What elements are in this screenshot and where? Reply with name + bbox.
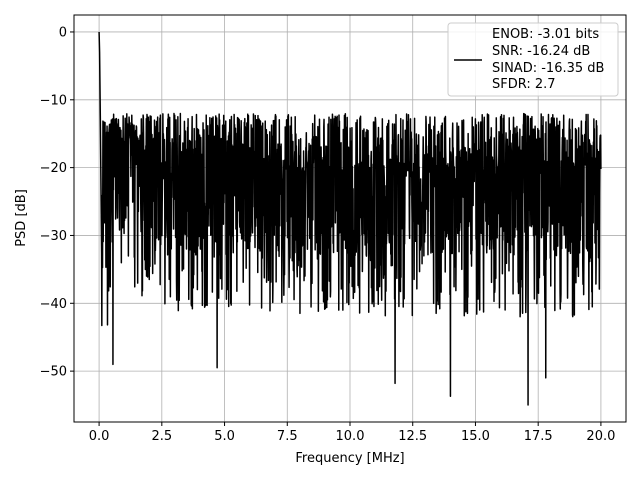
x-axis-title: Frequency [MHz] (295, 451, 404, 466)
y-axis-title: PSD [dB] (14, 189, 29, 247)
x-tick-label: 7.5 (277, 429, 298, 444)
y-tick-label: −20 (40, 161, 67, 176)
legend: ENOB: -3.01 bits SNR: -16.24 dB SINAD: -… (447, 22, 619, 97)
x-tick-label: 2.5 (151, 429, 172, 444)
x-tick-label: 5.0 (214, 429, 235, 444)
legend-entry-enob: ENOB: -3.01 bits (492, 27, 599, 42)
x-tick-label: 17.5 (524, 429, 553, 444)
y-tick-label: 0 (59, 25, 67, 40)
x-tick-label: 15.0 (461, 429, 490, 444)
legend-entry-sfdr: SFDR: 2.7 (492, 77, 556, 92)
y-tick-label: −50 (40, 365, 67, 380)
y-tick-label: −30 (40, 229, 67, 244)
x-tick-label: 12.5 (398, 429, 427, 444)
y-tick-label: −40 (40, 297, 67, 312)
psd-line-layer (98, 31, 602, 406)
x-tick-label: 0.0 (89, 429, 110, 444)
legend-box (447, 22, 619, 97)
y-tick-label: −10 (40, 93, 67, 108)
legend-entry-sinad: SINAD: -16.35 dB (492, 61, 604, 76)
x-axis-ticks: 0.0 2.5 5.0 7.5 10.0 12.5 15.0 17.5 20.0 (89, 422, 615, 444)
psd-series-line (98, 31, 602, 406)
x-tick-label: 10.0 (336, 429, 365, 444)
x-tick-label: 20.0 (586, 429, 615, 444)
y-axis-ticks: 0 −10 −20 −30 −40 −50 (40, 25, 74, 380)
legend-entry-snr: SNR: -16.24 dB (492, 44, 590, 59)
